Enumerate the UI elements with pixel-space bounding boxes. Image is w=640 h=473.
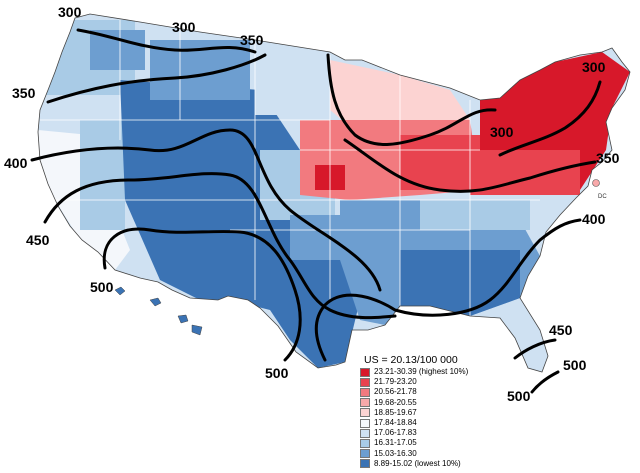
contour-500-s [314, 218, 582, 362]
legend: 23.21-30.39 (highest 10%) 21.79-23.20 20.5… [360, 367, 468, 469]
contour-500-sw [102, 227, 302, 362]
legend-label: 19.68-20.55 [374, 397, 417, 407]
legend-swatch [360, 398, 370, 408]
legend-label: 21.79-23.20 [374, 377, 417, 387]
contour-label-300: 300 [490, 124, 514, 140]
legend-swatch [360, 459, 370, 469]
contour-label-500: 500 [563, 357, 587, 373]
legend-label: 17.84-18.84 [374, 418, 417, 428]
contour-450-se [513, 338, 557, 360]
legend-label: 8.89-15.02 (lowest 10%) [374, 458, 461, 468]
contour-500-se [530, 370, 560, 394]
legend-label: 20.56-21.78 [374, 387, 417, 397]
contour-350-nw [46, 53, 267, 104]
us-outline [37, 13, 631, 373]
contour-300-nw [76, 28, 257, 54]
contour-label-400: 400 [4, 155, 28, 171]
legend-swatch [360, 449, 370, 459]
state-boundaries [40, 20, 540, 320]
legend-label: 23.21-30.39 (highest 10%) [374, 367, 469, 377]
legend-label: 18.85-19.67 [374, 407, 417, 417]
hawaii [114, 286, 203, 336]
region-florida [500, 310, 548, 372]
contour-label-400: 400 [582, 211, 606, 227]
dc-marker [592, 179, 600, 187]
contour-label-450: 450 [26, 232, 50, 248]
legend-swatch [360, 387, 370, 397]
dc-label: DC [598, 194, 607, 200]
legend-swatch [360, 438, 370, 448]
legend-item: 8.89-15.02 (lowest 10%) [360, 459, 468, 469]
region-nevada [80, 120, 125, 230]
contour-label-350: 350 [240, 32, 264, 48]
contour-300-ne [326, 53, 497, 146]
region-indiana-ohio [400, 135, 480, 190]
contour-label-500: 500 [265, 365, 289, 381]
contour-label-300: 300 [582, 59, 606, 75]
legend-swatch [360, 377, 370, 387]
legend-item: 21.79-23.20 [360, 377, 468, 387]
contour-lines [30, 28, 602, 394]
contour-label-350: 350 [596, 150, 620, 166]
legend-swatch [360, 367, 370, 377]
region-texas [230, 230, 360, 368]
contour-450-w [43, 172, 397, 320]
legend-label: 17.06-17.83 [374, 428, 417, 438]
contour-300-e [498, 80, 602, 157]
legend-label: 16.31-17.05 [374, 438, 417, 448]
contour-label-350: 350 [12, 85, 36, 101]
contour-labels: 300 300 350 350 400 450 500 300 300 350 … [4, 4, 620, 404]
region-washington-east [90, 30, 145, 70]
legend-label: 15.03-16.30 [374, 448, 417, 458]
legend-title: US = 20.13/100 000 [364, 354, 458, 366]
legend-item: 17.84-18.84 [360, 418, 468, 428]
legend-item: 17.06-17.83 [360, 428, 468, 438]
legend-item: 23.21-30.39 (highest 10%) [360, 367, 468, 377]
legend-swatch [360, 408, 370, 418]
contour-label-300: 300 [172, 19, 196, 35]
region-dakotas [255, 55, 330, 115]
legend-item: 16.31-17.05 [360, 438, 468, 448]
legend-item: 15.03-16.30 [360, 449, 468, 459]
region-kentucky-tn [420, 200, 530, 230]
legend-swatch [360, 418, 370, 428]
contour-350-e [343, 138, 597, 193]
contour-label-300: 300 [58, 4, 82, 20]
legend-item: 20.56-21.78 [360, 387, 468, 397]
contour-label-450: 450 [549, 322, 573, 338]
legend-item: 19.68-20.55 [360, 398, 468, 408]
contour-label-500: 500 [90, 279, 114, 295]
region-louisiana-red [410, 315, 424, 325]
legend-swatch [360, 428, 370, 438]
legend-item: 18.85-19.67 [360, 408, 468, 418]
contour-label-500: 500 [507, 388, 531, 404]
contour-400-w [30, 128, 382, 292]
